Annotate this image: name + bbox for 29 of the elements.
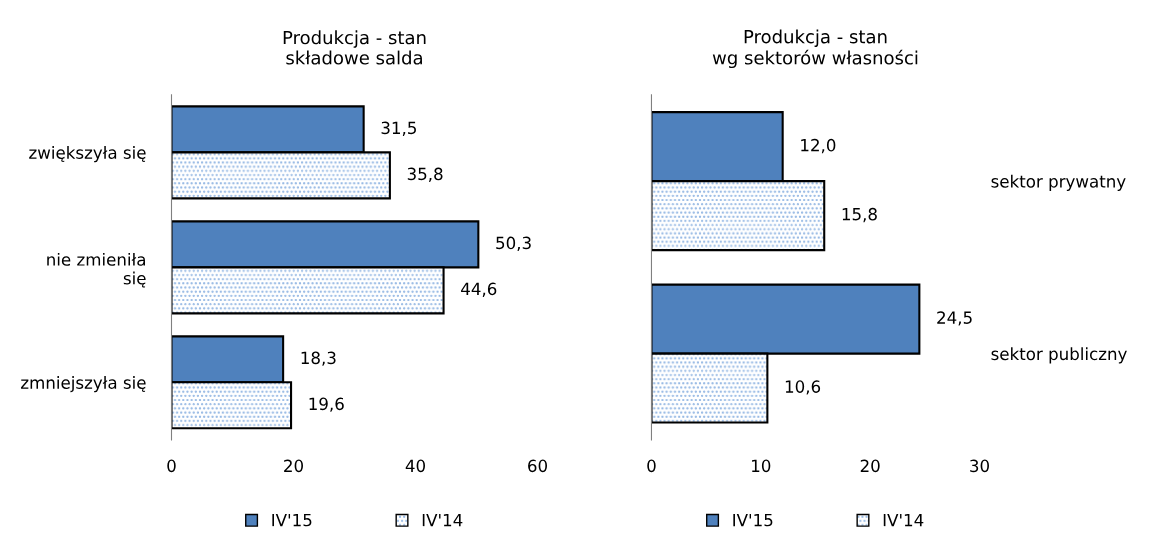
- data-label: 44,6: [461, 282, 497, 297]
- data-label: 19,6: [309, 397, 344, 412]
- y-tick-label: sektor publiczny: [991, 347, 1127, 364]
- x-tick-label: 20: [284, 459, 303, 473]
- legend-label: IV'14: [422, 513, 463, 527]
- legend-label: IV'15: [272, 513, 312, 527]
- x-tick-label: 0: [647, 459, 656, 473]
- data-label: 10,6: [785, 380, 821, 395]
- y-tick-label: sektor prywatny: [991, 174, 1126, 191]
- chart-title: Produkcja - stan wg sektorów własności: [712, 29, 918, 69]
- x-tick-label: 40: [405, 459, 426, 473]
- y-tick-label: zwiększyła się: [29, 146, 146, 163]
- x-tick-label: 20: [860, 459, 880, 473]
- data-label: 12,0: [801, 138, 836, 154]
- data-label: 18,3: [301, 351, 336, 366]
- y-tick-label: nie zmieniła się: [47, 252, 146, 288]
- data-label: 24,5: [937, 311, 972, 326]
- x-tick-label: 0: [167, 459, 176, 473]
- x-tick-label: 30: [970, 459, 989, 473]
- legend-label: IV'15: [733, 513, 773, 527]
- chart-title: Produkcja - stan składowe salda: [283, 30, 426, 65]
- data-label: 35,8: [407, 167, 443, 182]
- data-label: 31,5: [381, 121, 416, 136]
- x-tick-label: 10: [752, 459, 771, 473]
- y-tick-label: zmniejszyła się: [21, 376, 146, 393]
- x-tick-label: 60: [528, 459, 548, 473]
- legend-label: IV'14: [883, 513, 924, 527]
- data-label: 50,3: [496, 236, 531, 251]
- data-label: 15,8: [842, 207, 877, 223]
